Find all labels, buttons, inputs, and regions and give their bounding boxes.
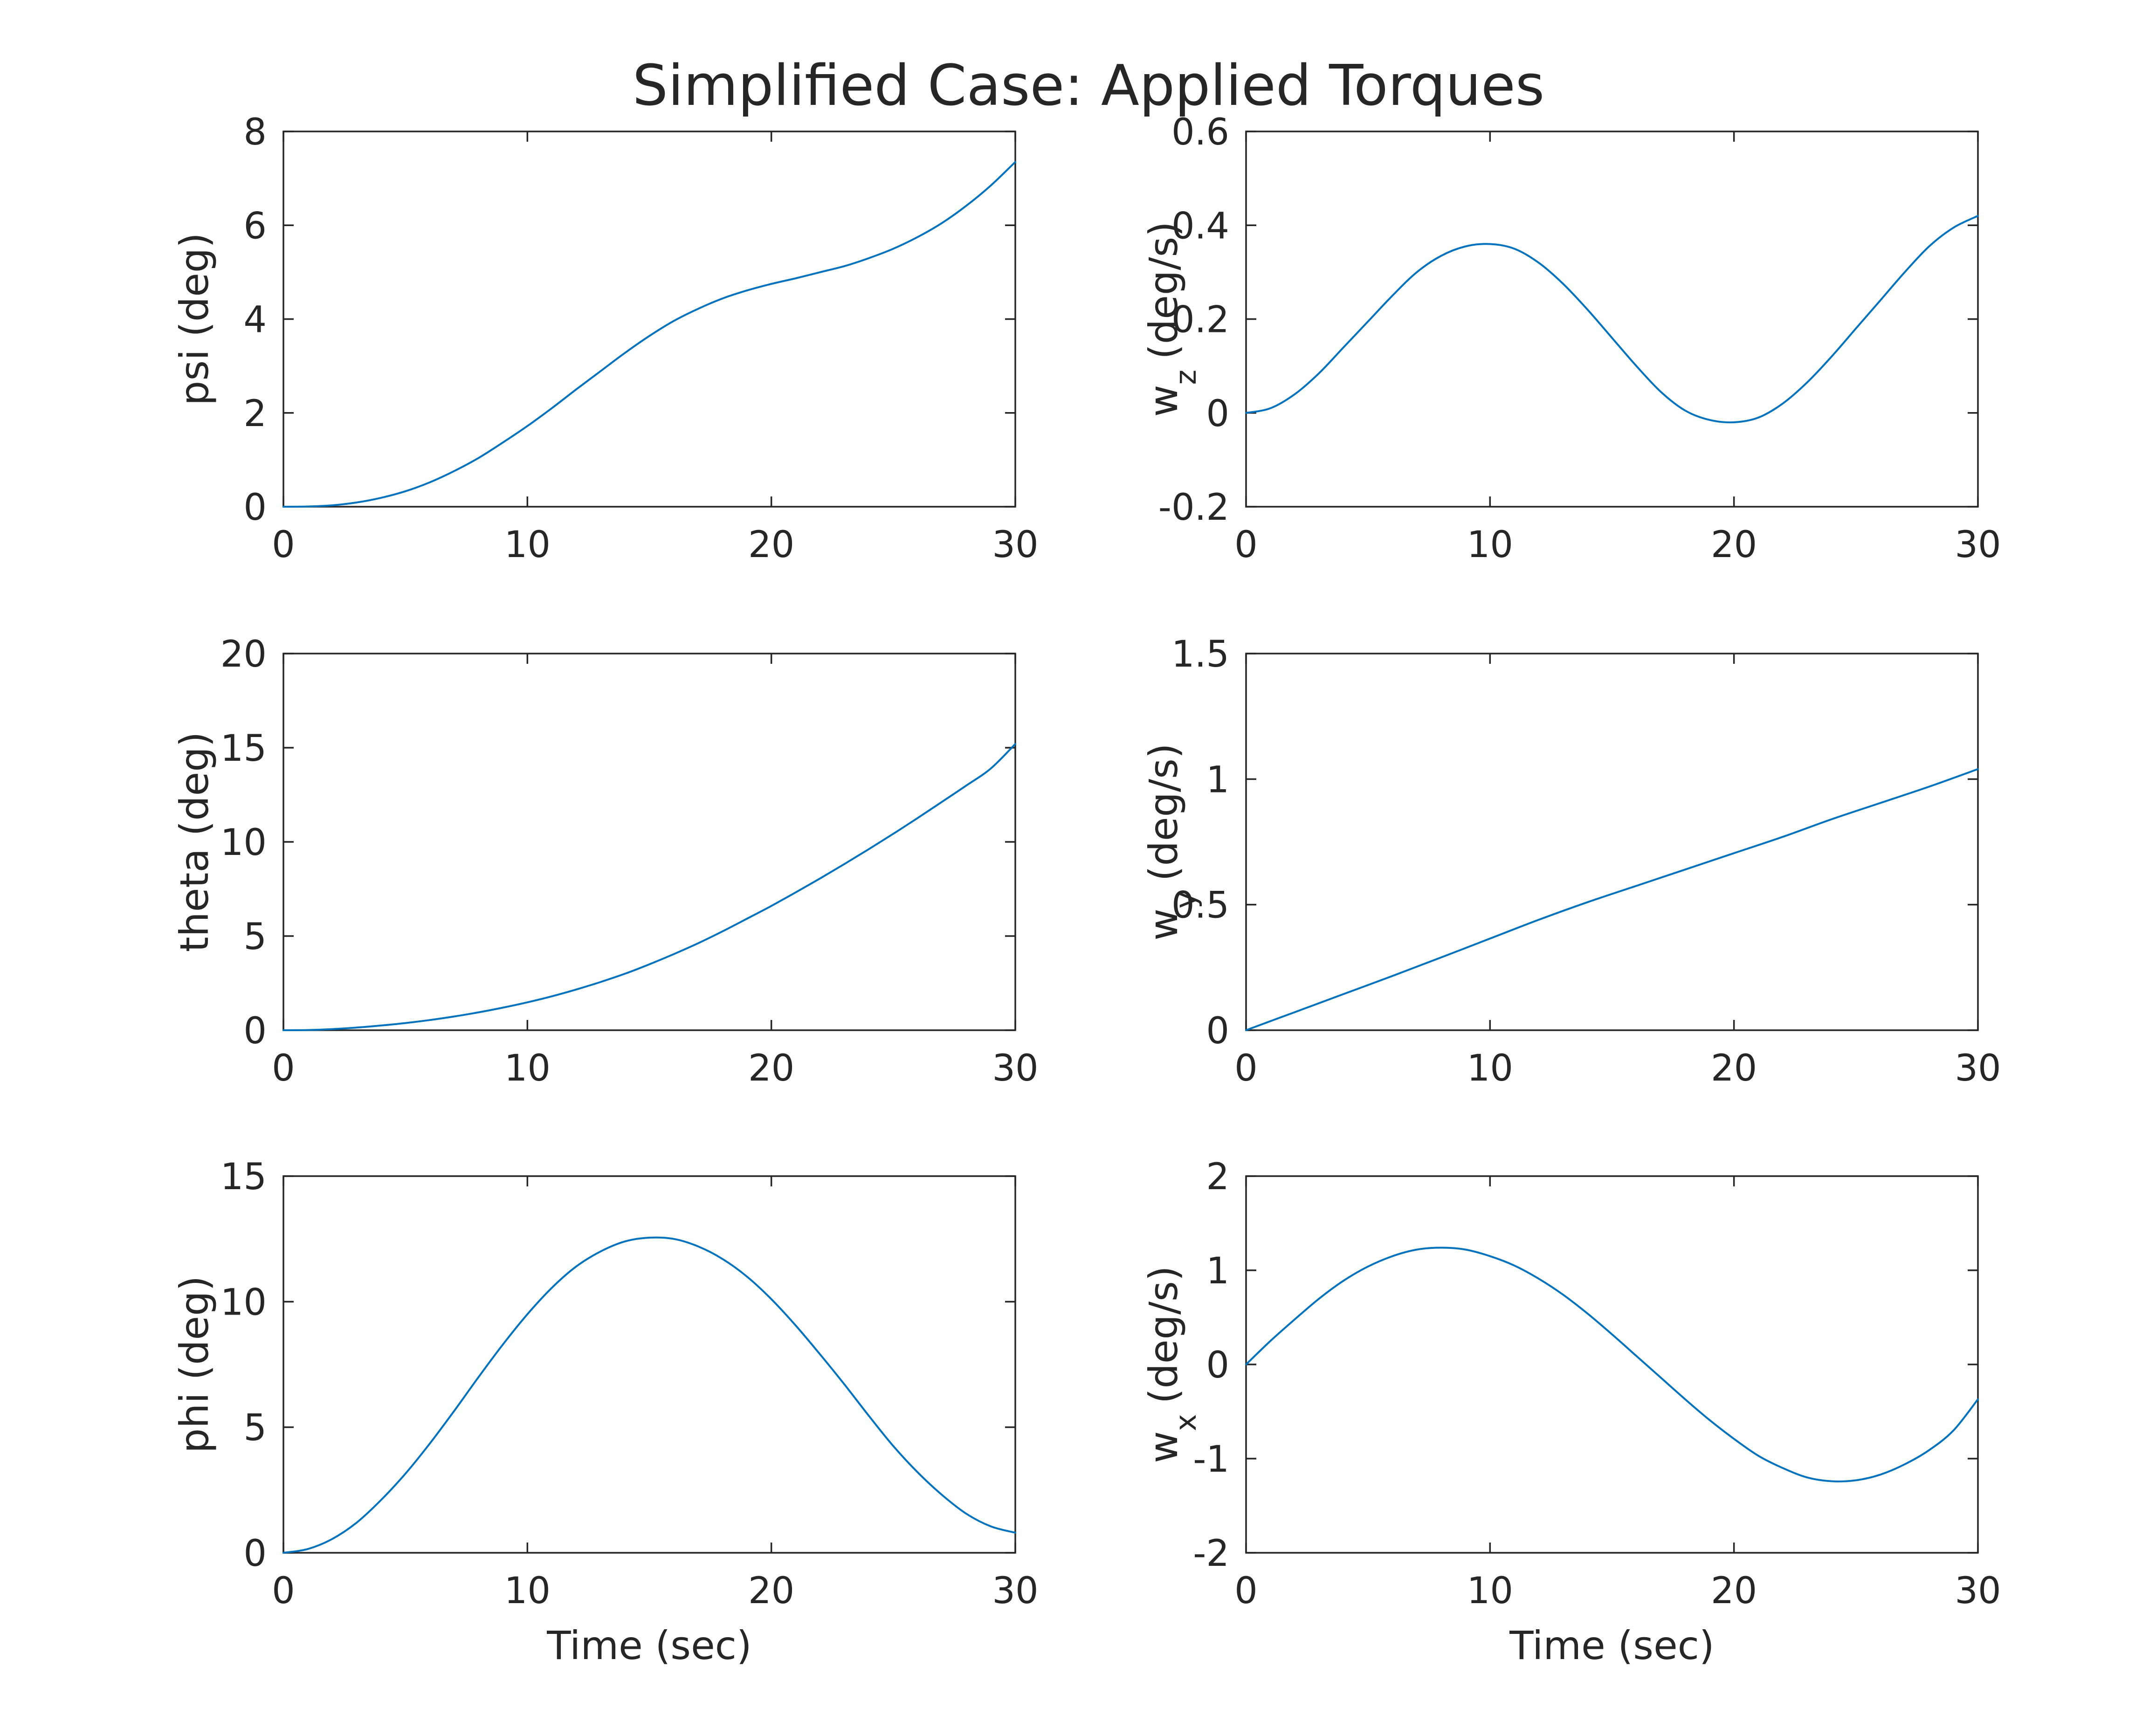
x-tick-label-psi: 20 <box>748 524 794 566</box>
series-line-wz <box>1245 215 1979 424</box>
y-tick-label-wx: 2 <box>1206 1156 1229 1198</box>
y-axis-label-psi: psi (deg) <box>172 233 217 406</box>
axes-box-wy <box>1245 653 1979 1031</box>
y-tick-label-psi: 8 <box>243 111 267 153</box>
y-tick-label-theta: 10 <box>220 822 267 864</box>
subplot-psi: 0 10 20 30 0 2 4 6 8 psi (deg) <box>172 111 1039 566</box>
series-line-wy <box>1245 768 1979 1031</box>
x-tick-label-wx: 10 <box>1467 1570 1513 1612</box>
y-tick-label-wz: 0.2 <box>1171 299 1229 341</box>
y-tick-label-theta: 0 <box>243 1010 267 1052</box>
y-tick-label-wx: -2 <box>1193 1533 1229 1575</box>
x-axis-label-phi: Time (sec) <box>546 1623 751 1668</box>
y-tick-label-wy: 1.5 <box>1171 634 1229 675</box>
x-tick-label-psi: 30 <box>992 524 1038 566</box>
y-tick-label-wy: 1 <box>1206 759 1229 801</box>
x-tick-label-theta: 30 <box>992 1047 1038 1089</box>
axes-box-phi <box>282 1175 1016 1554</box>
x-tick-label-theta: 20 <box>748 1047 794 1089</box>
y-tick-label-psi: 6 <box>243 205 267 247</box>
y-axis-label-phi: phi (deg) <box>172 1276 217 1453</box>
y-tick-label-wz: 0.4 <box>1171 205 1229 247</box>
y-tick-label-psi: 2 <box>243 393 267 435</box>
y-tick-label-phi: 10 <box>220 1281 267 1323</box>
x-tick-label-wx: 30 <box>1955 1570 2001 1612</box>
y-tick-label-wz: 0 <box>1206 393 1229 435</box>
x-tick-label-phi: 10 <box>504 1570 551 1612</box>
series-line-theta <box>282 743 1016 1031</box>
subplot-wz: 0 10 20 30-0.200.20.40.6wz(deg/s) <box>1141 111 2001 566</box>
y-tick-label-wx: 0 <box>1206 1344 1229 1386</box>
series-line-psi <box>282 161 1016 508</box>
y-tick-label-wy: 0.5 <box>1171 885 1229 927</box>
y-tick-label-wx: 1 <box>1206 1250 1229 1292</box>
x-tick-label-wy: 30 <box>1955 1047 2001 1089</box>
x-tick-label-wx: 0 <box>1234 1570 1258 1612</box>
y-tick-label-theta: 20 <box>220 634 267 675</box>
x-tick-label-wz: 0 <box>1234 524 1258 566</box>
x-tick-label-wy: 20 <box>1711 1047 1757 1089</box>
axes-box-theta <box>282 653 1016 1031</box>
y-tick-label-wz: -0.2 <box>1158 487 1229 529</box>
x-tick-label-psi: 0 <box>272 524 295 566</box>
subplot-theta: 0 10 20 30 0 5 10 15 20 theta (deg) <box>172 634 1039 1089</box>
figure-title: Simplified Case: Applied Torques <box>633 54 1545 118</box>
y-tick-label-phi: 0 <box>243 1533 267 1575</box>
x-tick-label-wx: 20 <box>1711 1570 1757 1612</box>
x-tick-label-wz: 10 <box>1467 524 1513 566</box>
y-tick-label-psi: 0 <box>243 487 267 529</box>
axes-box-wz <box>1245 131 1979 508</box>
axes-box-psi <box>282 131 1016 508</box>
x-tick-label-psi: 10 <box>504 524 551 566</box>
y-tick-label-wz: 0.6 <box>1171 111 1229 153</box>
series-line-wx <box>1245 1247 1979 1482</box>
y-axis-label-theta: theta (deg) <box>172 732 217 952</box>
y-tick-label-theta: 5 <box>243 916 267 958</box>
x-tick-label-phi: 0 <box>272 1570 295 1612</box>
x-tick-label-theta: 10 <box>504 1047 551 1089</box>
x-axis-label-wx: Time (sec) <box>1509 1623 1714 1668</box>
axes-box-wx <box>1245 1175 1979 1554</box>
x-tick-label-wy: 10 <box>1467 1047 1513 1089</box>
subplot-wx: 0 10 20 30 -2 -1 0 1 2 wx(deg/s) Time (sec) <box>1141 1156 2001 1668</box>
x-tick-label-phi: 20 <box>748 1570 794 1612</box>
subplot-phi: 0 10 20 30 0 5 10 15 phi (deg) Time (sec) <box>172 1156 1039 1668</box>
y-axis-label-wz: wz(deg/s) <box>1141 221 1203 417</box>
series-line-phi <box>282 1236 1016 1554</box>
y-tick-label-phi: 5 <box>243 1407 267 1449</box>
y-tick-label-phi: 15 <box>220 1156 267 1198</box>
y-tick-label-wx: -1 <box>1193 1439 1229 1481</box>
y-tick-label-psi: 4 <box>243 299 267 341</box>
y-axis-label-wy: wy(deg/s) <box>1141 743 1203 940</box>
x-tick-label-phi: 30 <box>992 1570 1038 1612</box>
x-tick-label-theta: 0 <box>272 1047 295 1089</box>
x-tick-label-wy: 0 <box>1234 1047 1258 1089</box>
subplot-wy: 0 10 20 30 0 0.5 1 1.5 wy(deg/s) <box>1141 634 2001 1089</box>
x-tick-label-wz: 20 <box>1711 524 1757 566</box>
x-tick-label-wz: 30 <box>1955 524 2001 566</box>
y-tick-label-theta: 15 <box>220 728 267 770</box>
y-tick-label-wy: 0 <box>1206 1010 1229 1052</box>
y-axis-label-wx: wx(deg/s) <box>1141 1266 1203 1463</box>
